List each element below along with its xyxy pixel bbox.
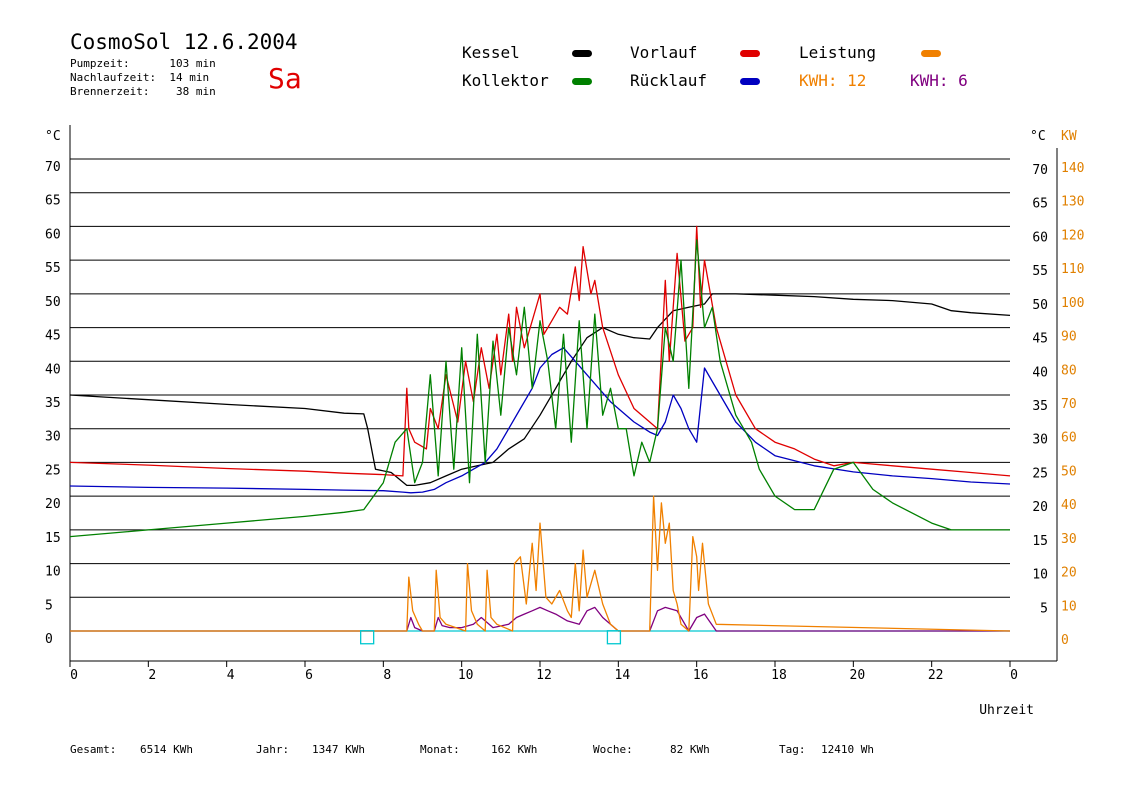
y-tick-label-right: 55 <box>1032 264 1048 279</box>
legend-ruecklauf: Rücklauf <box>630 71 708 90</box>
x-tick-label: 18 <box>771 668 787 683</box>
monat-label: Monat: <box>420 743 460 756</box>
legend-kwh-12: KWH: 12 <box>799 71 867 90</box>
series-kwh2 <box>70 606 1010 632</box>
y-tick-label-right: 35 <box>1032 399 1048 414</box>
legend-kollektor: Kollektor <box>462 71 549 90</box>
weekday-label: Sa <box>268 62 302 95</box>
y-tick-label: 50 <box>45 295 61 310</box>
x-tick-label: 0 <box>70 668 78 683</box>
y-tick-label-right: 70 <box>1032 163 1048 178</box>
y-tick-label-right: 45 <box>1032 332 1048 347</box>
x-tick-label: 2 <box>148 668 156 683</box>
series-ruecklauf <box>69 347 1011 494</box>
gesamt-label: Gesamt: <box>70 743 117 756</box>
y-tick-label-right: 15 <box>1032 534 1048 549</box>
y-tick-label: 25 <box>45 463 61 478</box>
kw-tick-label: 20 <box>1061 566 1077 581</box>
kw-tick-label: 120 <box>1061 228 1084 243</box>
y-tick-label-right: 30 <box>1032 433 1048 448</box>
y-tick-label: 0 <box>45 632 53 647</box>
monat-value: 162 KWh <box>491 743 538 756</box>
y-tick-label: 5 <box>45 598 53 613</box>
kw-tick-label: 40 <box>1061 498 1077 513</box>
pump-marker <box>360 630 375 645</box>
y-tick-label-right: 25 <box>1032 466 1048 481</box>
x-tick-label: 22 <box>928 668 944 683</box>
y-tick-label: 15 <box>45 531 61 546</box>
legend-kollektor-swatch <box>572 78 592 85</box>
kw-tick-label: 30 <box>1061 532 1077 547</box>
y-axis-unit-right: °C <box>1030 129 1046 144</box>
series-kessel <box>69 293 1011 487</box>
x-tick-label: 0 <box>1010 668 1018 683</box>
y-tick-label-right: 20 <box>1032 500 1048 515</box>
legend-leistung-swatch <box>921 50 941 57</box>
pump-marker <box>606 630 622 645</box>
x-tick-label: 12 <box>536 668 552 683</box>
y-axis-unit-left: °C <box>45 129 61 144</box>
legend-leistung: Leistung <box>799 43 877 62</box>
tag-value: 12410 Wh <box>821 743 874 756</box>
kw-tick-label: 50 <box>1061 464 1077 479</box>
legend-kwh-6: KWH: 6 <box>910 71 968 90</box>
kw-tick-label: 70 <box>1061 397 1077 412</box>
legend-vorlauf: Vorlauf <box>630 43 698 62</box>
y-tick-label-right: 65 <box>1032 197 1048 212</box>
x-tick-label: 10 <box>458 668 474 683</box>
y-tick-label: 10 <box>45 565 61 580</box>
y-tick-label: 55 <box>45 261 61 276</box>
y-tick-label-right: 5 <box>1040 601 1048 616</box>
y-tick-label-right: 60 <box>1032 230 1048 245</box>
x-tick-label: 14 <box>615 668 631 683</box>
kw-axis-unit: KW <box>1061 129 1077 144</box>
y-tick-label-right: 10 <box>1032 568 1048 583</box>
y-tick-label: 65 <box>45 194 61 209</box>
woche-label: Woche: <box>593 743 633 756</box>
y-tick-label: 40 <box>45 362 61 377</box>
y-tick-label: 30 <box>45 430 61 445</box>
x-tick-label: 8 <box>383 668 391 683</box>
legend-kessel: Kessel <box>462 43 520 62</box>
y-tick-label: 45 <box>45 329 61 344</box>
gesamt-value: 6514 KWh <box>140 743 193 756</box>
y-tick-label-right: 50 <box>1032 298 1048 313</box>
x-tick-label: 20 <box>850 668 866 683</box>
pumpzeit-info: Pumpzeit: 103 min <box>70 57 216 70</box>
kw-tick-label: 10 <box>1061 599 1077 614</box>
tag-label: Tag: <box>779 743 806 756</box>
y-tick-label-right: 40 <box>1032 365 1048 380</box>
series-vorlauf <box>69 225 1011 477</box>
kw-tick-label: 130 <box>1061 195 1084 210</box>
y-tick-label: 70 <box>45 160 61 175</box>
kw-tick-label: 80 <box>1061 363 1077 378</box>
y-tick-label: 35 <box>45 396 61 411</box>
brennerzeit-info: Brennerzeit: 38 min <box>70 85 216 98</box>
nachlaufzeit-info: Nachlaufzeit: 14 min <box>70 71 210 84</box>
series-kollektor <box>69 239 1010 538</box>
legend-vorlauf-swatch <box>740 50 760 57</box>
kw-tick-label: 60 <box>1061 431 1077 446</box>
x-tick-label: 4 <box>227 668 235 683</box>
series-leistung <box>70 495 1011 632</box>
y-tick-label: 20 <box>45 497 61 512</box>
kw-tick-label: 90 <box>1061 330 1077 345</box>
x-tick-label: 6 <box>305 668 313 683</box>
legend-kessel-swatch <box>572 50 592 57</box>
kw-tick-label: 140 <box>1061 161 1084 176</box>
kw-tick-label: 110 <box>1061 262 1084 277</box>
x-axis-label: Uhrzeit <box>979 703 1034 718</box>
chart-title: CosmoSol 12.6.2004 <box>70 30 298 54</box>
jahr-value: 1347 KWh <box>312 743 365 756</box>
legend-ruecklauf-swatch <box>740 78 760 85</box>
x-tick-label: 16 <box>693 668 709 683</box>
kw-tick-label: 100 <box>1061 296 1084 311</box>
kw-tick-label: 0 <box>1061 633 1069 648</box>
woche-value: 82 KWh <box>670 743 710 756</box>
jahr-label: Jahr: <box>256 743 290 756</box>
y-tick-label: 60 <box>45 227 61 242</box>
